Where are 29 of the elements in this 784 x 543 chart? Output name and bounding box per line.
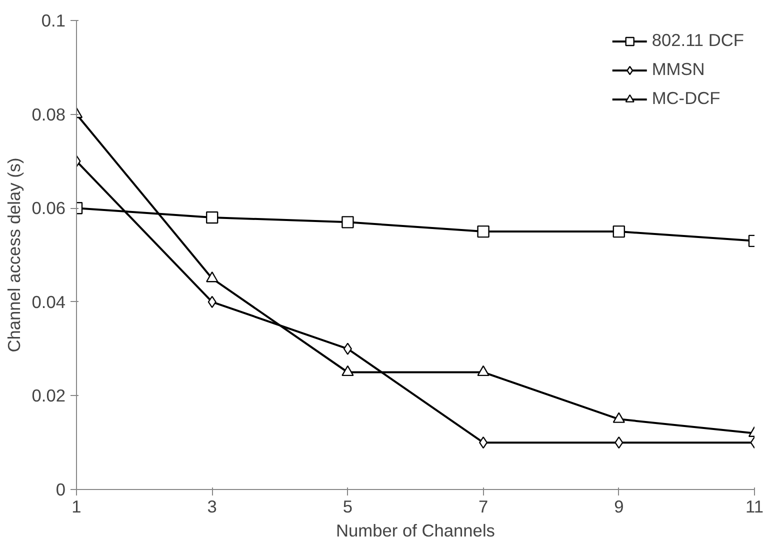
x-tick-label: 3 <box>207 496 217 516</box>
point <box>343 342 352 355</box>
y-tick-label: 0.04 <box>32 292 66 312</box>
x-tick-label: 1 <box>72 496 82 516</box>
x-tick-label: 5 <box>342 496 353 516</box>
point <box>614 436 624 449</box>
y-tick-label: 0.02 <box>32 386 66 406</box>
point <box>342 216 354 228</box>
y-axis-title: Channel access delay (s) <box>4 158 24 352</box>
point <box>342 365 354 376</box>
point <box>612 225 625 238</box>
y-tick-label: 0 <box>56 480 66 500</box>
point <box>206 211 218 224</box>
point <box>612 412 625 423</box>
x-tick-label: 9 <box>614 496 624 516</box>
y-tick-label: 0.06 <box>32 198 66 218</box>
legend-label: MC-DCF <box>652 88 720 109</box>
x-tick-label: 11 <box>746 496 764 516</box>
legend-label: MMSN <box>652 59 705 80</box>
point <box>208 296 216 308</box>
point <box>477 365 490 376</box>
y-tick-label: 0.1 <box>41 10 66 30</box>
legend-label: 802.11 DCF <box>652 30 744 51</box>
point <box>477 225 490 238</box>
y-tick-label: 0.08 <box>32 104 66 124</box>
x-tick-label: 7 <box>478 496 488 516</box>
point <box>206 272 218 282</box>
x-axis-title: Number of Channels <box>336 520 496 540</box>
point <box>479 436 488 449</box>
